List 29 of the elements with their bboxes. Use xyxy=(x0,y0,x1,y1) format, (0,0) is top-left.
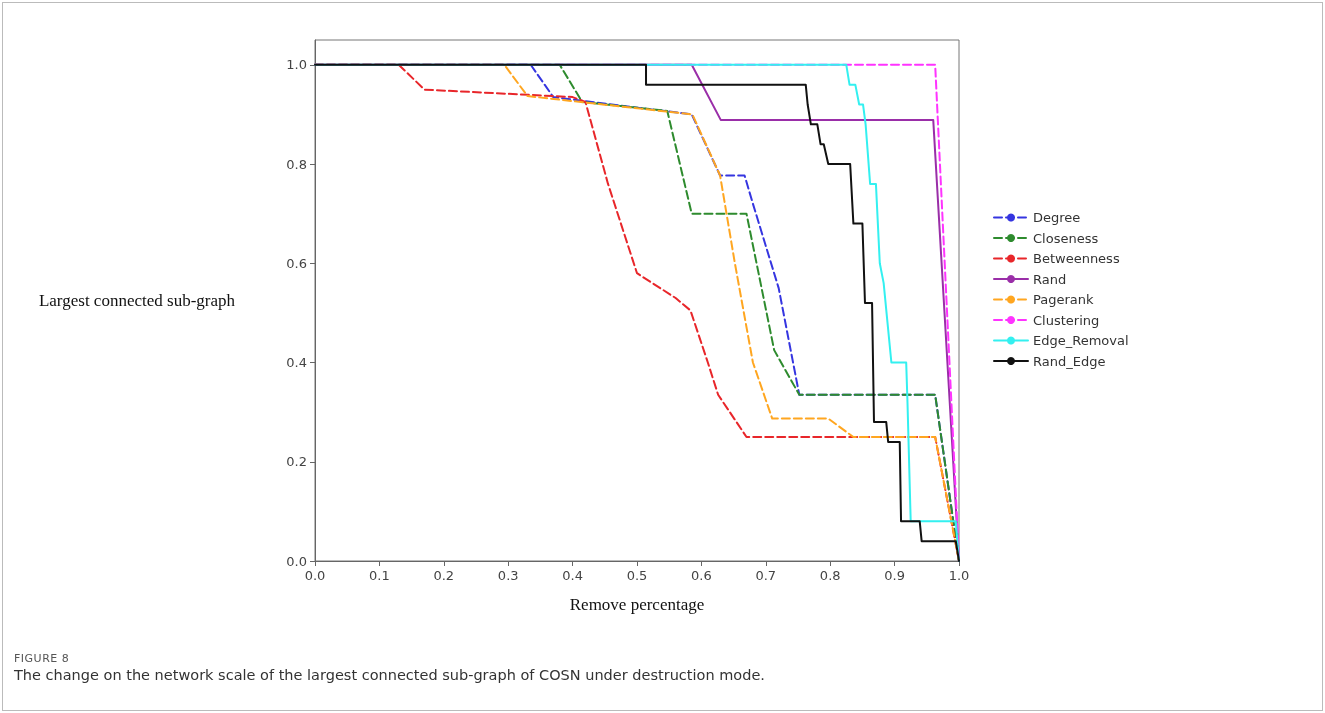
text: The change on the network scale of the largest connected sub-graph of COSN under destruction mode. xyxy=(14,667,765,683)
x-tick-label: 0.7 xyxy=(755,568,777,583)
legend-label: Closeness xyxy=(1033,230,1099,246)
y-tick-label: 0.6 xyxy=(286,255,307,271)
y-tick-label: 0.8 xyxy=(286,156,307,172)
x-tick-label: 0.6 xyxy=(691,568,712,583)
x-tick-label: 0.4 xyxy=(562,568,583,583)
x-tick-label: 0.2 xyxy=(433,568,455,583)
legend-label: Betweenness xyxy=(1033,251,1120,266)
x-tick-label: 1.0 xyxy=(948,568,970,583)
y-tick-label: 0.4 xyxy=(286,355,307,371)
caption: FIGURE 8 xyxy=(14,652,70,665)
legend-label: Pagerank xyxy=(1033,292,1095,307)
legend-label: Degree xyxy=(1033,210,1081,225)
y-tick-label: 0.0 xyxy=(286,553,307,569)
legend-label: Clustering xyxy=(1033,312,1100,328)
x-tick-label: 0.8 xyxy=(819,568,841,583)
y-tick-label: 1.0 xyxy=(286,57,307,73)
x-tick-label: 0.3 xyxy=(497,568,519,583)
x-tick-label: 0.5 xyxy=(626,568,648,583)
y-axis-title: Largest connected sub-graph xyxy=(38,291,236,310)
y-tick-label: 0.2 xyxy=(286,454,307,470)
legend-label: Edge_Removal xyxy=(1033,333,1129,348)
x-tick-label: 0.0 xyxy=(304,568,326,583)
x-axis-title: Remove percentage xyxy=(569,594,705,614)
legend-label: Rand xyxy=(1033,271,1067,287)
legend-label: Rand_Edge xyxy=(1033,353,1106,369)
x-tick-label: 0.1 xyxy=(369,568,390,583)
x-tick-label: 0.9 xyxy=(884,568,905,583)
